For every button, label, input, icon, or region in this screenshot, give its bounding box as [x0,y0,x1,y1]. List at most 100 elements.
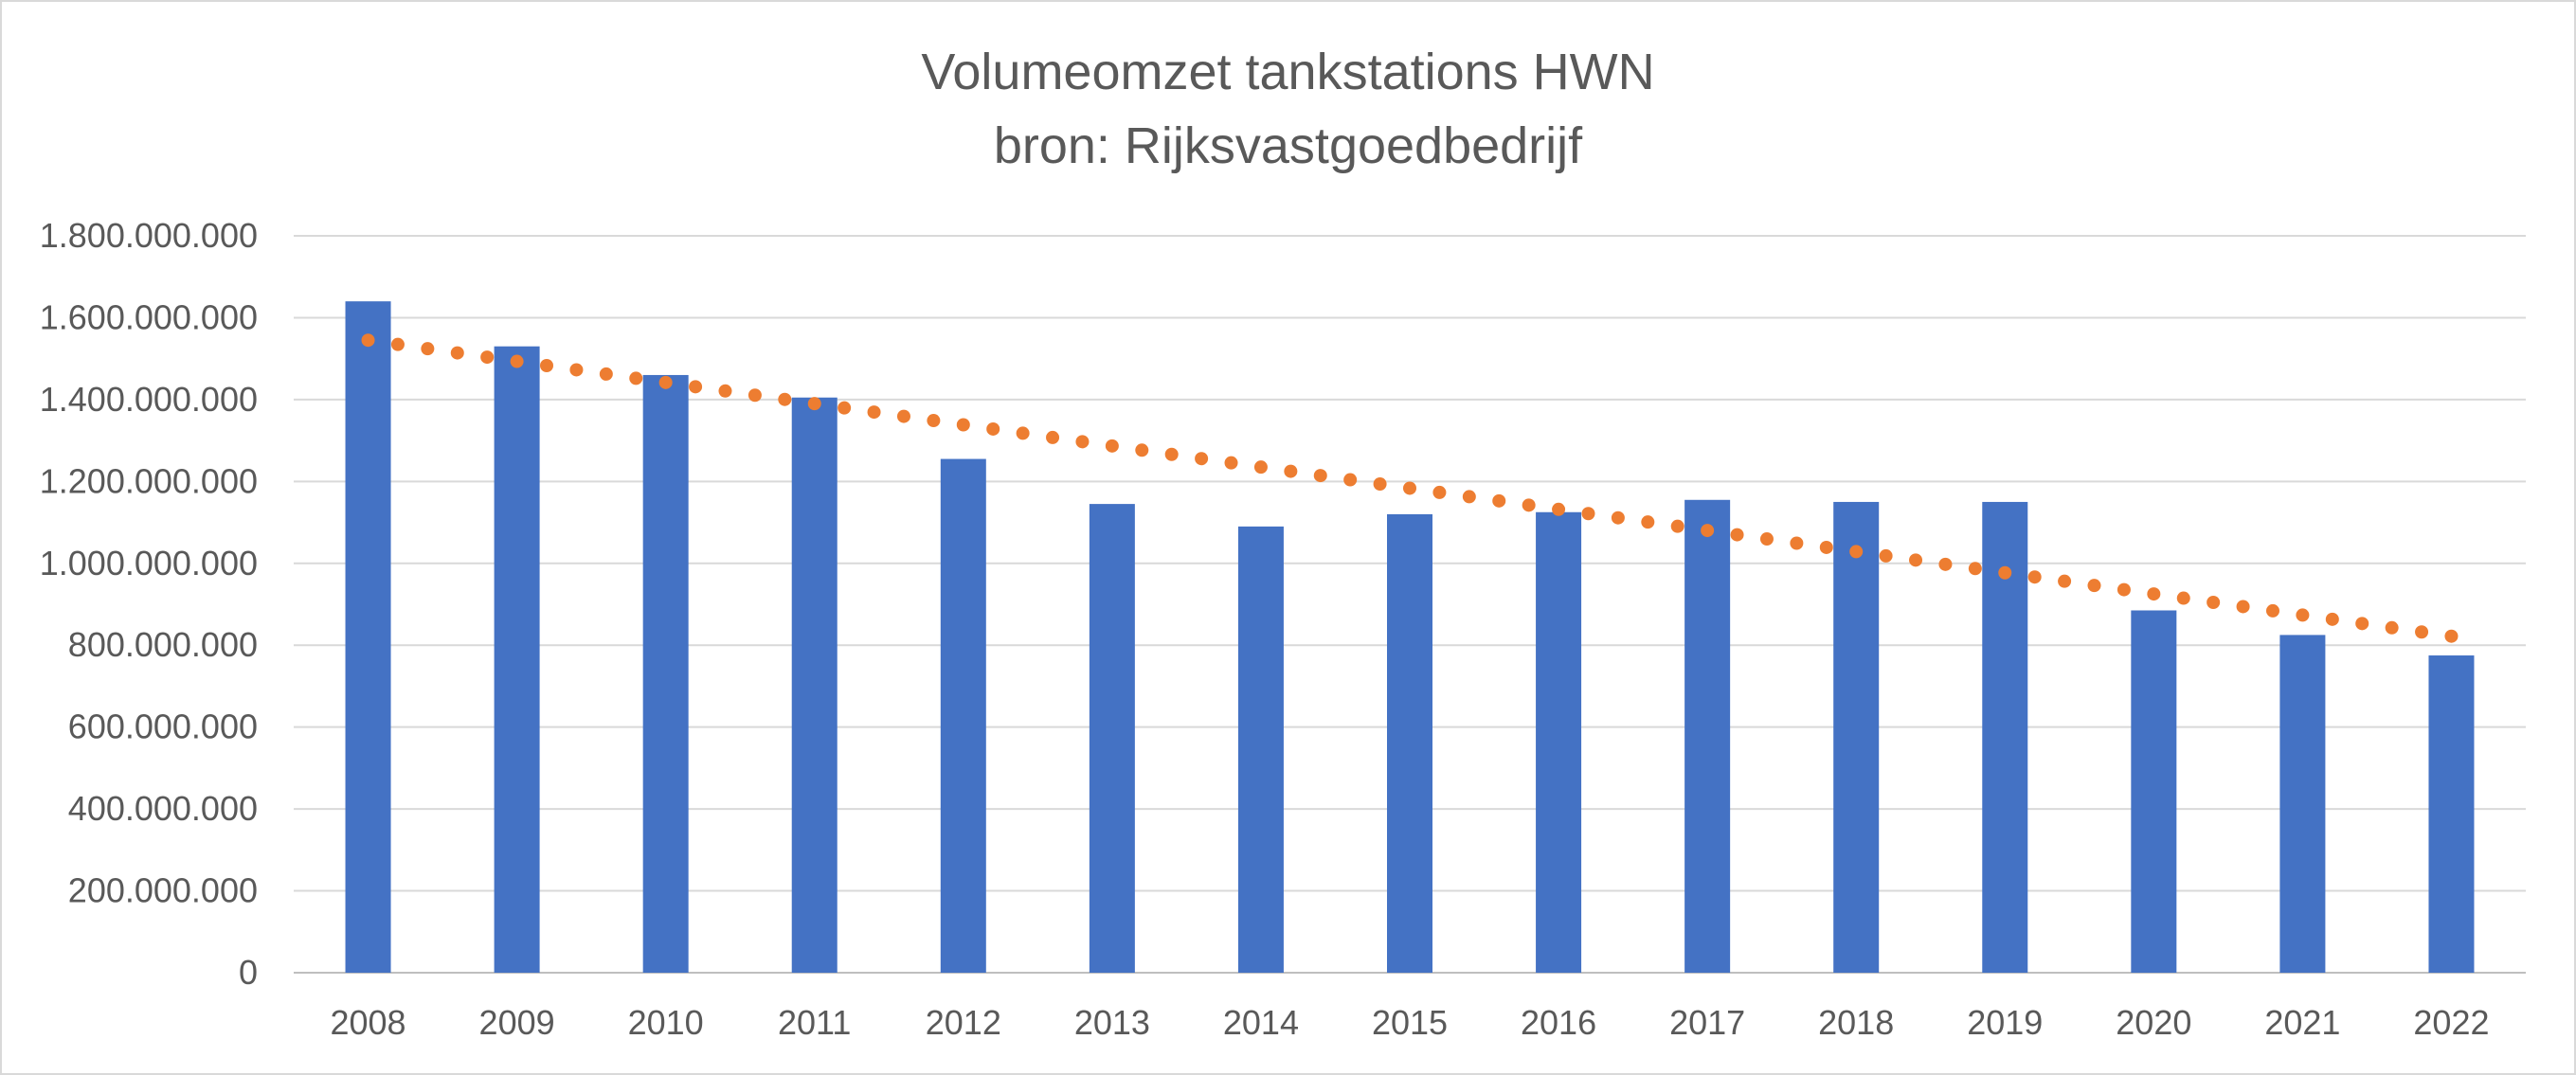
x-tick-label: 2018 [1818,1003,1894,1042]
bar [345,301,391,974]
x-tick-label: 2008 [330,1003,405,1042]
trendline-dot [2027,570,2042,584]
x-tick-label: 2017 [1669,1003,1745,1042]
trendline-dot [986,421,1000,436]
trendline-dot [1611,511,1625,525]
trendline-dot [1016,426,1030,440]
x-tick-label: 2010 [628,1003,704,1042]
trendline-dot [718,384,732,398]
bar [2131,610,2177,973]
y-tick-label: 1.600.000.000 [40,297,258,336]
trendline-dot [2385,620,2399,635]
trendline-dot [599,367,613,381]
trendline-dot [1730,528,1744,542]
trendline-dot [510,354,524,368]
x-tick-label: 2021 [2264,1003,2340,1042]
y-tick-label: 1.000.000.000 [40,544,258,582]
trendline-dot [2147,587,2161,601]
trendline-dot [1641,515,1655,529]
x-tick-label: 2012 [926,1003,1001,1042]
trendline-dot [540,359,554,373]
bar [1089,504,1135,973]
x-tick-label: 2019 [1967,1003,2043,1042]
trendline-dot [361,333,375,348]
trendline-dot [956,418,970,432]
bar [1536,511,1582,973]
bar [791,397,838,973]
trendline-dot [658,375,673,389]
y-tick-label: 800.000.000 [68,625,258,664]
trendline-dot [1164,447,1179,461]
chart-subtitle: bron: Rijksvastgoedbedrijf [993,117,1583,174]
trendline-dot [2265,603,2279,618]
trendline-dot [1790,536,1804,550]
trendline-dot [1849,545,1864,559]
trendline-dot [1046,430,1060,444]
y-tick-label: 1.400.000.000 [40,380,258,419]
trendline-dot [1819,540,1833,554]
trendline-dot [748,388,762,403]
trendline-dot [1909,553,1923,567]
bar [2428,655,2475,973]
trendline-dot [1313,469,1327,483]
bar [1833,501,1880,973]
bar [940,458,986,973]
trendline-dot [2176,591,2190,605]
bar [642,374,689,973]
x-tick-label: 2013 [1074,1003,1150,1042]
trendline-dot [1522,498,1536,512]
trendline-dot [1759,532,1774,546]
trendline-dot [1284,464,1298,478]
trendline-dot [629,371,643,385]
x-tick-label: 2009 [479,1003,555,1042]
y-tick-label: 0 [239,953,258,992]
trendline-dot [1195,452,1209,466]
trendline-dot [2207,595,2221,609]
trendline-dot [390,337,405,351]
trendline-dot [838,401,852,415]
trendline-dot [2236,600,2250,614]
trendline-dot [2355,617,2369,631]
trendline-dot [1968,562,1982,576]
trendline-dot [1552,502,1566,516]
bar [494,346,540,973]
trendline-dot [807,397,821,411]
x-tick-label: 2015 [1372,1003,1448,1042]
x-tick-label: 2022 [2413,1003,2489,1042]
trendline-dot [1492,493,1506,508]
y-tick-label: 1.800.000.000 [40,216,258,255]
y-tick-label: 400.000.000 [68,789,258,828]
trendline-dot [1253,460,1268,475]
trendline-dot [1670,519,1684,533]
trendline-dot [2415,625,2429,639]
trendline-dot [1343,473,1358,487]
trendline-dot [2087,579,2101,593]
trendline-dot [1075,435,1090,449]
trendline-dot [689,380,703,394]
trendline-dot [1224,456,1238,470]
chart-title: Volumeomzet tankstations HWN [921,44,1655,100]
trendline-dot [1432,485,1447,499]
trendline-dot [1105,439,1119,453]
y-tick-label: 1.200.000.000 [40,461,258,500]
trendline-dot [2325,612,2339,626]
trendline-dot [1701,524,1715,538]
x-tick-label: 2011 [778,1003,851,1042]
bar [1684,499,1731,973]
x-tick-label: 2020 [2116,1003,2191,1042]
bar [1387,513,1432,973]
trendline-dot [867,405,881,420]
trendline-dot [569,363,584,377]
trendline-dot [1373,477,1387,492]
trendline-dot [778,392,792,406]
trendline-dot [1879,548,1893,563]
trendline-dot [2058,574,2072,588]
trendline-dot [2444,629,2459,643]
bar [1982,501,2028,973]
trendline-dot [927,414,941,428]
x-tick-label: 2016 [1521,1003,1596,1042]
trendline-dot [1938,557,1953,571]
bar [2279,635,2326,973]
x-tick-label: 2014 [1223,1003,1299,1042]
